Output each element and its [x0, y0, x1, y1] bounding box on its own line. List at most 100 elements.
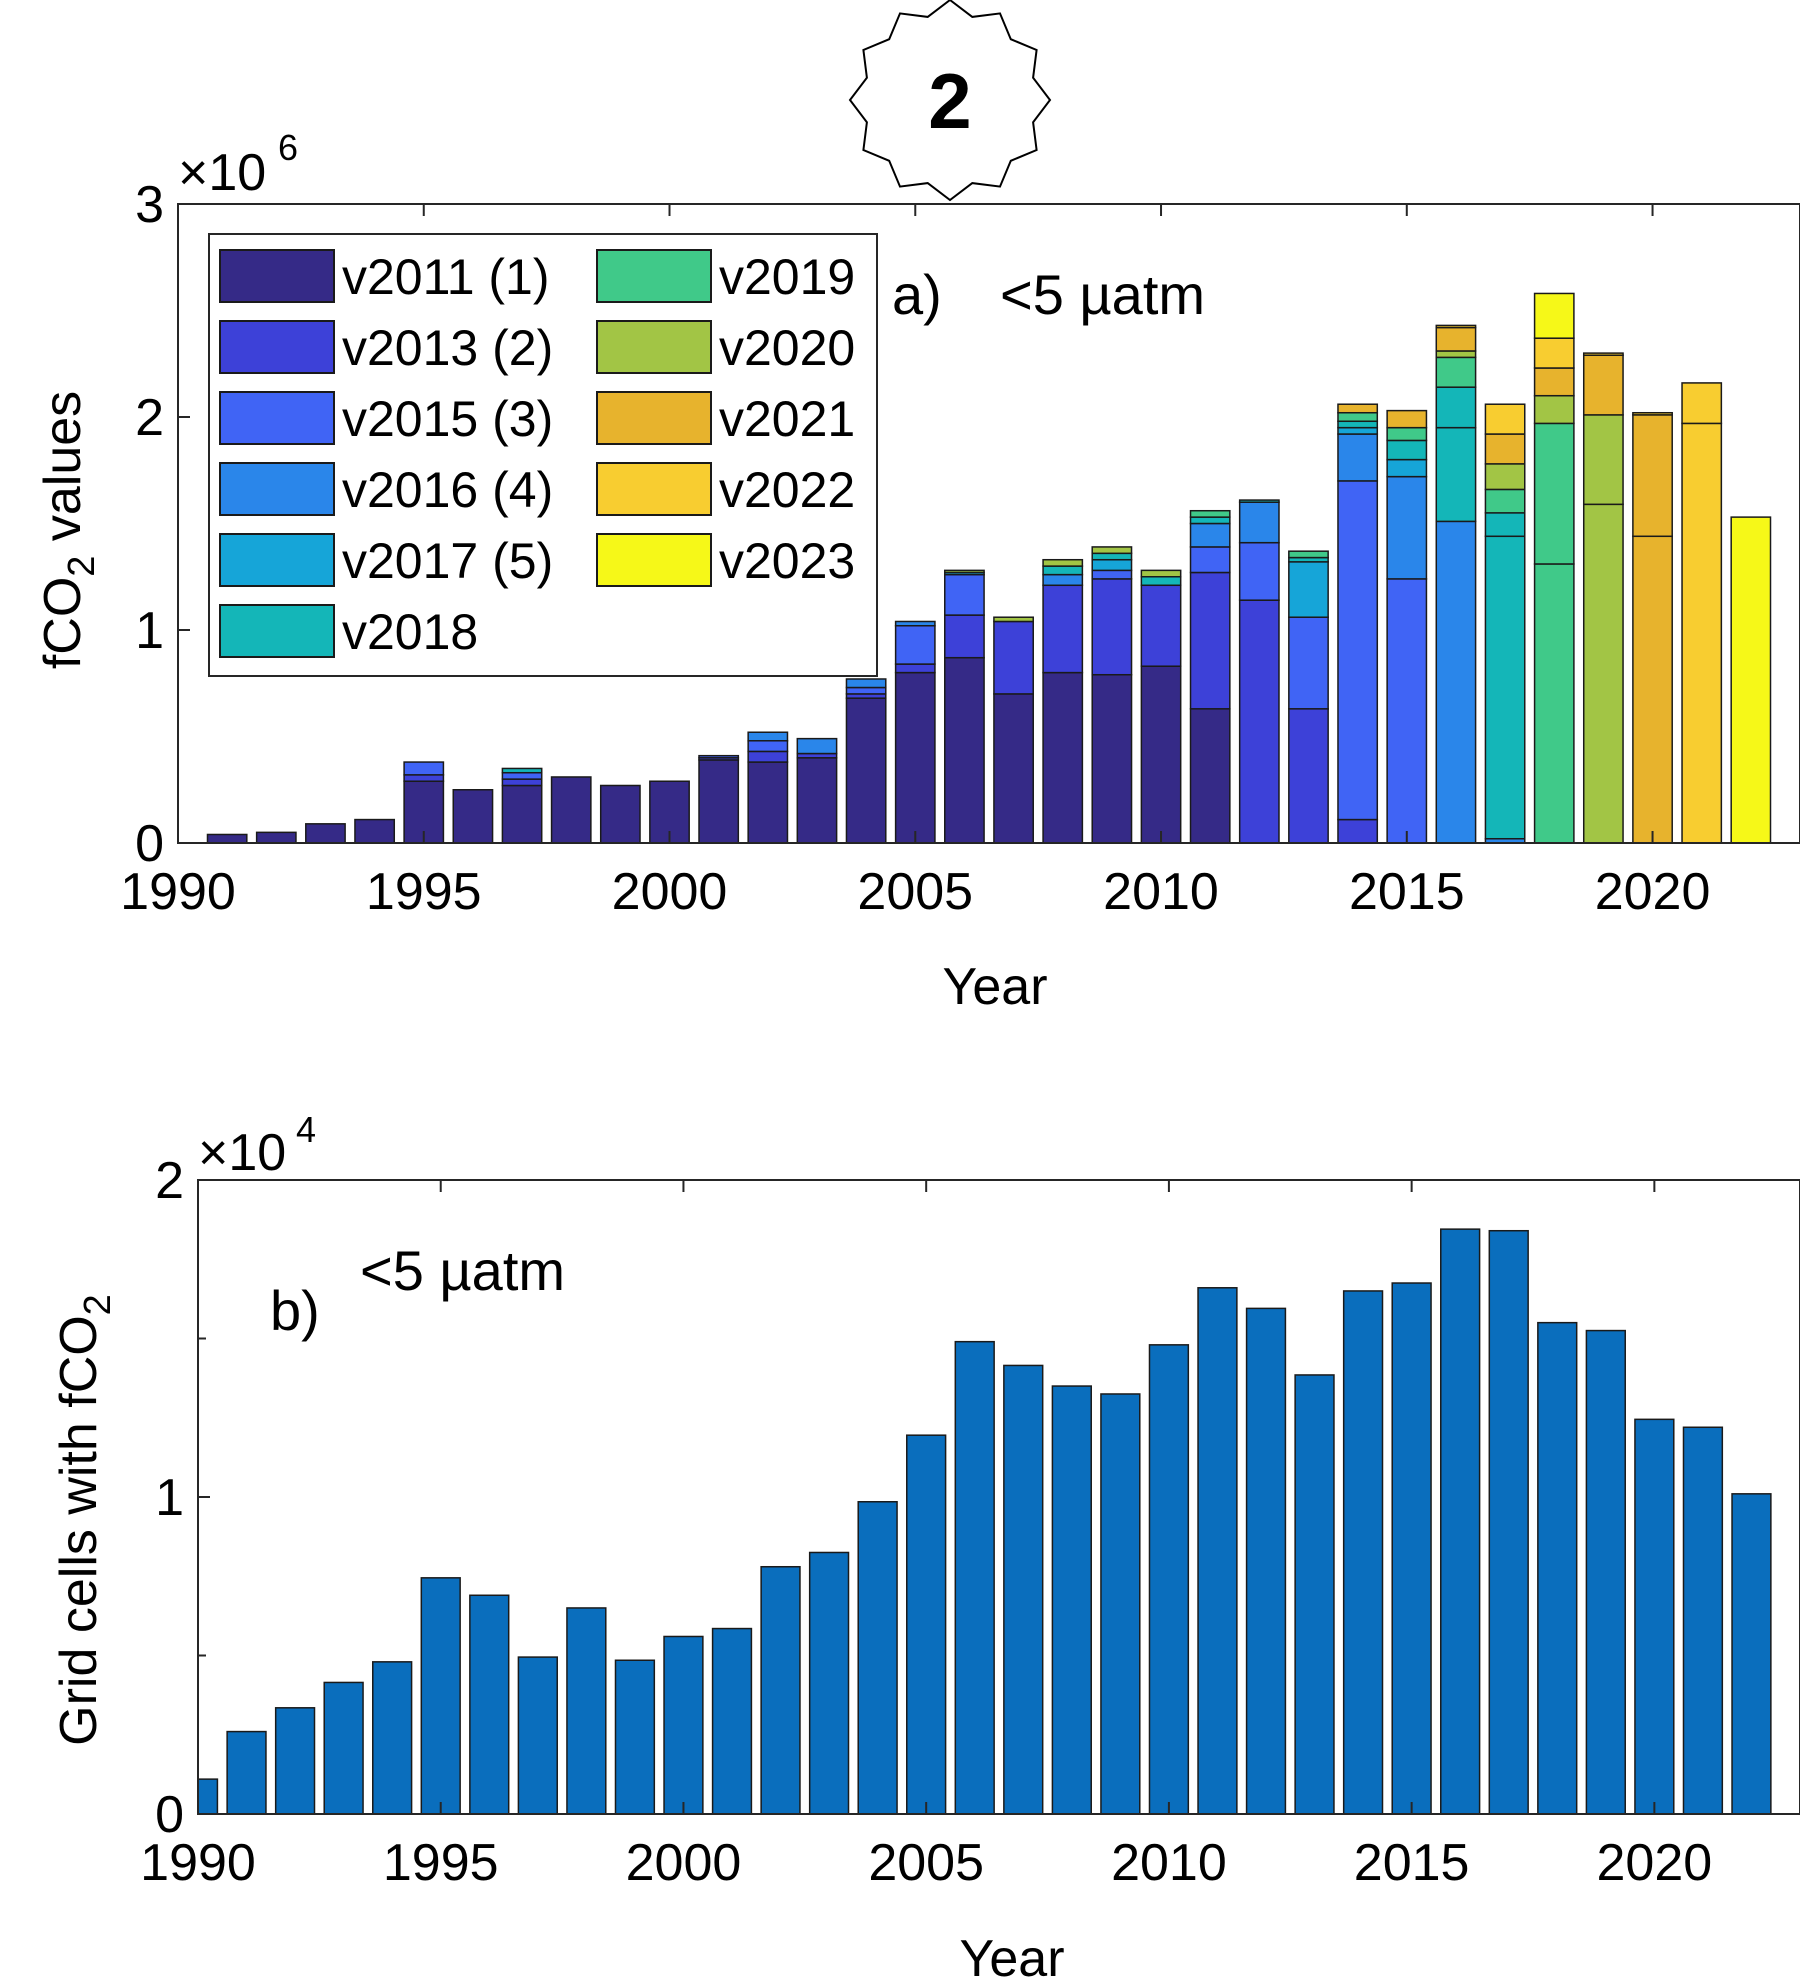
stack-segment [944, 656, 985, 844]
stack-segment [501, 771, 543, 780]
stack-segment [1632, 535, 1673, 844]
bar [1537, 1321, 1578, 1815]
bar [420, 1577, 461, 1815]
bar [274, 1707, 316, 1815]
y-tick-label: 1 [155, 1469, 184, 1527]
stack-segment [1238, 541, 1280, 601]
stack-segment [550, 776, 592, 844]
stack-segment [698, 754, 740, 759]
stack-segment [1042, 565, 1084, 576]
bar [1197, 1287, 1238, 1815]
stack-segment [1140, 665, 1182, 844]
stack-segment [1484, 433, 1526, 465]
stack-segment [1435, 324, 1477, 329]
stack-segment [1091, 578, 1133, 676]
stack-segment [796, 737, 838, 755]
stack-segment [1337, 426, 1379, 435]
stack-segment [206, 833, 248, 844]
panel-b: 1990 1995 2000 2005 2010 2015 2020 0 1 2 ×10 4 Ye… [50, 1109, 1800, 1988]
x-tick-label: 2000 [612, 863, 728, 921]
stack-segment [1238, 501, 1280, 544]
stack-segment [1091, 558, 1133, 572]
bar [517, 1656, 558, 1815]
stack-segment [501, 767, 543, 774]
stack-segment [1533, 367, 1575, 397]
bar [1682, 1426, 1724, 1815]
legend-label: v2022 [719, 462, 855, 518]
stack-segment [305, 823, 346, 844]
panel-a-legend: v2011 (1) v2013 (2) v2015 (3) v2016 (4) v201… [208, 233, 878, 677]
legend-label: v2015 (3) [342, 391, 553, 447]
bar [1585, 1329, 1626, 1815]
stack-segment [1582, 354, 1624, 416]
stack-segment [894, 624, 936, 665]
panel-a-axes-frame [177, 203, 1800, 844]
stack-segment [747, 731, 789, 742]
stack-segment [1337, 420, 1379, 429]
stack-segment [1091, 552, 1133, 561]
stack-segment [1386, 409, 1428, 429]
bar [1148, 1344, 1190, 1815]
legend-label: v2016 (4) [342, 462, 553, 518]
stack-segment [993, 693, 1034, 844]
stack-segment [1435, 356, 1477, 388]
stack-segment [403, 761, 445, 776]
stack-segment [501, 784, 543, 844]
stack-segment [255, 831, 297, 844]
bar [857, 1501, 898, 1815]
stack-segment [1091, 569, 1133, 580]
bar [1731, 1493, 1772, 1815]
panel-a: 1990 1995 2000 2005 2010 2015 2020 0 1 2 3 ×10 6 Y… [34, 127, 1800, 1016]
bar [469, 1594, 510, 1815]
stack-segment [1484, 535, 1526, 840]
panel-b-annotation: <5 µatm [360, 1239, 565, 1302]
stack-segment [1189, 708, 1231, 844]
legend-swatch [596, 320, 712, 374]
stack-segment [1632, 411, 1673, 416]
bar [1100, 1393, 1141, 1815]
stack-segment [1533, 337, 1575, 369]
bar [323, 1681, 364, 1815]
bar [614, 1659, 656, 1815]
stack-segment [845, 678, 887, 689]
badge: 2 [848, 0, 1052, 202]
bar [1051, 1385, 1092, 1815]
stack-segment [1435, 386, 1477, 429]
stack-segment [1238, 599, 1280, 844]
stack-segment [1140, 576, 1182, 587]
stack-segment [1189, 509, 1231, 518]
stack-segment [1238, 499, 1280, 503]
panel-a-exponent-base: ×10 [178, 144, 266, 202]
badge-text: 2 [928, 57, 971, 145]
stack-segment [1484, 403, 1526, 435]
bar [1440, 1228, 1481, 1815]
stack-segment [1337, 411, 1379, 423]
stack-segment [1484, 488, 1526, 514]
legend-label: v2023 [719, 533, 855, 589]
panel-b-exponent-power: 4 [296, 1109, 316, 1150]
bar [1634, 1418, 1675, 1815]
stack-segment [1140, 569, 1182, 578]
stack-segment [944, 573, 985, 616]
stack-segment [1189, 546, 1231, 574]
x-tick-label: 2015 [1354, 1834, 1470, 1892]
stack-segment [1582, 503, 1624, 844]
stack-segment [1484, 463, 1526, 491]
stack-segment [747, 740, 789, 753]
panel-a-label: a) [892, 263, 942, 326]
legend-label: v2013 (2) [342, 320, 553, 376]
stack-segment [1386, 458, 1428, 478]
panel-b-bars [197, 1228, 1772, 1815]
stack-segment [1189, 571, 1231, 710]
x-tick-label: 1995 [383, 1834, 499, 1892]
panel-b-ticks: 1990 1995 2000 2005 2010 2015 2020 0 1 2 [140, 1152, 1712, 1892]
stack-segment [1189, 522, 1231, 548]
stack-segment [993, 620, 1034, 695]
bar [760, 1565, 801, 1815]
stack-segment [1533, 394, 1575, 425]
legend-label: v2017 (5) [342, 533, 553, 589]
stack-segment [452, 789, 494, 844]
bar [197, 1778, 219, 1815]
stack-segment [894, 620, 936, 627]
